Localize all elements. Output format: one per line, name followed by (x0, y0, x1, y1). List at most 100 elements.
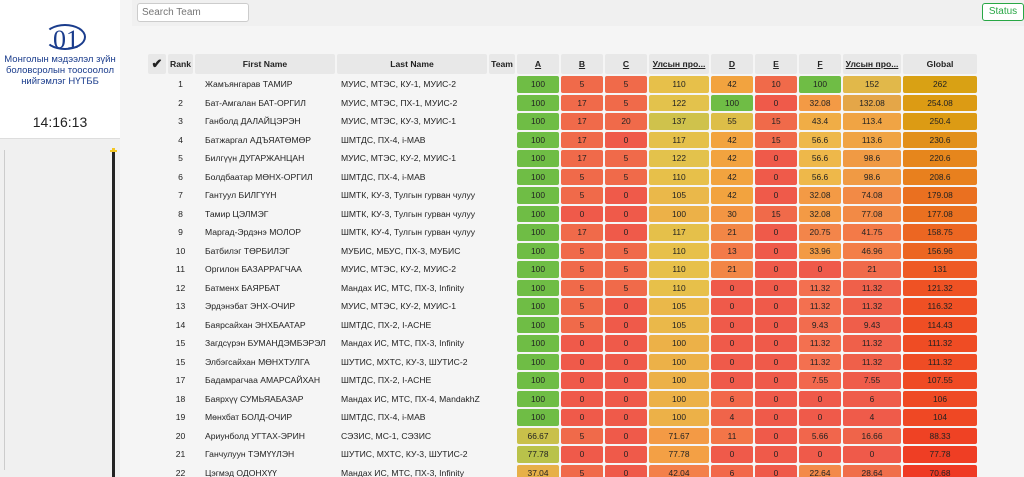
score-f-cell: 11.32 (799, 353, 842, 370)
score-national-1-cell: 100 (649, 205, 710, 222)
table-row[interactable]: 5 Билгүүн ДУГАРЖАНЦАН МУИС, МТЭС, КУ-2, МУ… (148, 150, 978, 167)
scoreboard-table: ✔ Rank First Name Last Name Team A B C У… (146, 52, 979, 477)
table-row[interactable]: 21 Ганчулуун ТЭМҮҮЛЭН ШУТИС, МХТС, КУ-3, Ш… (148, 446, 978, 463)
score-national-1-cell: 100 (649, 353, 710, 370)
table-row[interactable]: 20 Ариунболд УГТАХ-ЭРИН СЭЗИС, МС-1, СЭЗИС… (148, 427, 978, 444)
score-e-cell: 0 (755, 298, 798, 315)
select-all-checkbox[interactable]: ✔ (148, 54, 166, 74)
table-row[interactable]: 9 Маргад-Эрдэнэ МОЛОР ШМТК, КУ-4, Тулгын г… (148, 224, 978, 241)
score-national-2-cell: 98.6 (843, 168, 902, 185)
score-b-cell: 0 (561, 390, 604, 407)
score-global-cell: 220.6 (903, 150, 978, 167)
score-d-cell: 6 (711, 464, 754, 477)
header-rank[interactable]: Rank (168, 54, 194, 74)
team-cell (489, 187, 515, 204)
header-f[interactable]: F (799, 54, 842, 74)
score-b-cell: 0 (561, 409, 604, 426)
table-row[interactable]: 10 Батбилэг ТӨРБИЛЭГ МУБИС, МБУС, ПХ-3, МУ… (148, 242, 978, 259)
last-name-cell: Мандах ИС, МТС, ПХ-4, MandakhZ (341, 393, 480, 404)
row-select-cell (148, 280, 166, 297)
table-row[interactable]: 3 Ганболд ДАЛАЙЦЭРЭН МУИС, МТЭС, КУ-3, МУИ… (148, 113, 978, 130)
table-row[interactable]: 14 Баярсайхан ЭНХБААТАР ШМТДС, ПХ-2, I-ACH… (148, 316, 978, 333)
score-e-cell: 0 (755, 224, 798, 241)
header-d[interactable]: D (711, 54, 754, 74)
score-a-cell: 100 (517, 353, 560, 370)
score-f-cell: 56.6 (799, 168, 842, 185)
table-row[interactable]: 1 Жамъянгарав ТАМИР МУИС, МТЭС, КУ-1, МУИС… (148, 76, 978, 93)
status-button[interactable]: Status (982, 3, 1024, 21)
score-a-cell: 100 (517, 261, 560, 278)
score-national-1-cell: 105 (649, 316, 710, 333)
score-c-cell: 0 (605, 372, 648, 389)
distribution-curve (4, 150, 10, 470)
header-b[interactable]: B (561, 54, 604, 74)
table-row[interactable]: 11 Оргилон БАЗАРРАГЧАА МУИС, МТЭС, КУ-2, М… (148, 261, 978, 278)
header-national-2[interactable]: Улсын про... (843, 54, 902, 74)
team-cell (489, 150, 515, 167)
team-cell (489, 391, 515, 408)
team-cell (489, 132, 515, 149)
score-a-cell: 37.04 (517, 464, 560, 477)
score-b-cell: 5 (561, 242, 604, 259)
row-select-cell (148, 169, 166, 186)
score-national-1-cell: 117 (649, 224, 710, 241)
score-b-cell: 0 (561, 372, 604, 389)
team-cell (489, 169, 515, 186)
score-c-cell: 20 (605, 113, 648, 130)
score-f-cell: 11.32 (799, 335, 842, 352)
table-row[interactable]: 15 Элбэгсайхан МӨНХТУЛГА ШУТИС, МХТС, КУ-3… (148, 353, 978, 370)
table-row[interactable]: 15 Загдсүрэн БУМАНДЭМБЭРЭЛ Мандах ИС, МТС,… (148, 335, 978, 352)
score-b-cell: 0 (561, 353, 604, 370)
team-cell (489, 335, 515, 352)
score-national-2-cell: 132.08 (843, 94, 902, 111)
header-national-1[interactable]: Улсын про... (649, 54, 710, 74)
score-a-cell: 100 (517, 298, 560, 315)
score-a-cell: 100 (517, 76, 560, 93)
rank-cell: 9 (178, 227, 183, 238)
table-row[interactable]: 19 Мөнхбат БОЛД-ОЧИР ШМТДС, ПХ-4, i-MAB 100… (148, 409, 978, 426)
table-row[interactable]: 6 Болдбаатар МӨНХ-ОРГИЛ ШМТДС, ПХ-4, i-MAB… (148, 168, 978, 186)
time-slider-thumb[interactable] (110, 150, 117, 152)
header-c[interactable]: C (605, 54, 648, 74)
header-a[interactable]: A (517, 54, 560, 74)
score-c-cell: 5 (605, 242, 648, 259)
score-b-cell: 17 (561, 224, 604, 241)
score-national-1-cell: 137 (649, 113, 710, 130)
table-row[interactable]: 22 Цэгмэд ОДОНХҮҮ Мандах ИС, МТС, ПХ-3, In… (148, 464, 978, 477)
table-row[interactable]: 8 Тамир ЦЭЛМЭГ ШМТК, КУ-3, Тулгын гурван ч… (148, 205, 978, 222)
table-row[interactable]: 7 Гантуул БИЛГҮҮН ШМТК, КУ-3, Тулгын гурва… (148, 187, 978, 204)
score-e-cell: 0 (755, 150, 798, 167)
rank-cell: 5 (178, 153, 183, 164)
header-team[interactable]: Team (489, 54, 516, 74)
table-row[interactable]: 13 Эрдэнэбат ЭНХ-ОЧИР МУИС, МТЭС, КУ-2, МУ… (148, 298, 978, 315)
score-national-1-cell: 110 (649, 242, 710, 259)
rank-cell: 2 (178, 97, 183, 108)
score-global-cell: 121.32 (903, 279, 978, 296)
score-national-1-cell: 110 (649, 261, 710, 278)
search-input[interactable] (137, 3, 249, 22)
score-national-1-cell: 110 (649, 168, 710, 185)
row-select-cell (148, 113, 166, 130)
first-name-cell: Баярхүү СУМЬЯАБАЗАР (205, 393, 304, 404)
score-b-cell: 5 (561, 261, 604, 278)
table-row[interactable]: 17 Бадамрагчаа АМАРСАЙХАН ШМТДС, ПХ-2, I-A… (148, 372, 978, 389)
score-b-cell: 17 (561, 94, 604, 111)
table-body: 1 Жамъянгарав ТАМИР МУИС, МТЭС, КУ-1, МУИС… (148, 76, 978, 477)
score-c-cell: 0 (605, 409, 648, 426)
header-last-name[interactable]: Last Name (337, 54, 488, 74)
header-global[interactable]: Global (903, 54, 978, 74)
score-f-cell: 11.32 (799, 298, 842, 315)
score-c-cell: 0 (605, 131, 648, 148)
header-first-name[interactable]: First Name (195, 54, 336, 74)
score-b-cell: 5 (561, 168, 604, 185)
table-row[interactable]: 12 Батменх БАЯРБАТ Мандах ИС, МТС, ПХ-3, I… (148, 279, 978, 297)
table-row[interactable]: 18 Баярхүү СУМЬЯАБАЗАР Мандах ИС, МТС, ПХ-… (148, 390, 978, 408)
header-e[interactable]: E (755, 54, 798, 74)
time-slider-track[interactable] (112, 148, 115, 477)
score-e-cell: 0 (755, 464, 798, 477)
last-name-cell: ШМТДС, ПХ-2, I-ACHE (341, 319, 432, 330)
table-row[interactable]: 2 Бат-Амгалан БАТ-ОРГИЛ МУИС, МТЭС, ПХ-1, … (148, 94, 978, 111)
first-name-cell: Оргилон БАЗАРРАГЧАА (205, 264, 302, 275)
score-national-1-cell: 100 (649, 335, 710, 352)
table-row[interactable]: 4 Батжаргал АДЪЯАТӨМӨР ШМТДС, ПХ-4, i-MAB 1… (148, 131, 978, 149)
